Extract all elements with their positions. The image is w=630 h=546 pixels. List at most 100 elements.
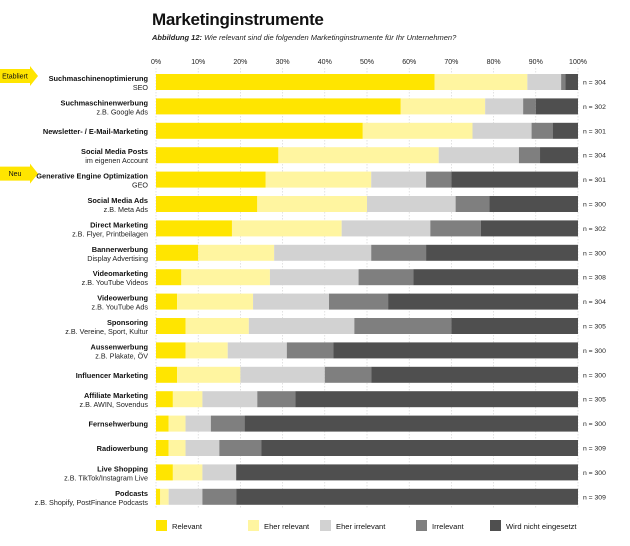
bar-segment bbox=[160, 488, 169, 505]
bar-segment bbox=[156, 147, 279, 164]
bar-segment bbox=[156, 196, 258, 212]
bar-segment bbox=[244, 415, 578, 432]
category-label: Videomarketing bbox=[93, 269, 149, 278]
sample-size-label: n = 300 bbox=[583, 470, 606, 477]
bar-segment bbox=[535, 98, 578, 115]
sample-size-label: n = 300 bbox=[583, 250, 606, 257]
category-label: Affiliate Marketing bbox=[84, 391, 149, 400]
bar-segment bbox=[181, 269, 270, 286]
legend-label: Wird nicht eingesetzt bbox=[506, 522, 577, 531]
bar-segment bbox=[388, 293, 578, 310]
bar-segment bbox=[430, 220, 481, 237]
bar-segment bbox=[286, 342, 334, 359]
sample-size-label: n = 300 bbox=[583, 421, 606, 428]
bar-segment bbox=[489, 196, 578, 212]
bar-segment bbox=[518, 147, 541, 164]
bar-segment bbox=[451, 171, 578, 188]
bar-segment bbox=[156, 464, 173, 481]
category-label: Live Shopping bbox=[97, 464, 148, 473]
bar-segment bbox=[426, 171, 452, 188]
bar-segment bbox=[354, 318, 452, 334]
bar-segment bbox=[156, 440, 169, 456]
bar-segment bbox=[480, 220, 578, 237]
sample-size-label: n = 309 bbox=[583, 446, 606, 453]
bar-segment bbox=[172, 464, 203, 481]
bar-segment bbox=[156, 220, 232, 237]
x-tick-label: 20% bbox=[233, 59, 247, 66]
bar-segment bbox=[527, 74, 562, 90]
bar-segment bbox=[202, 464, 237, 481]
category-label: Influencer Marketing bbox=[76, 371, 149, 380]
bar-segment bbox=[371, 244, 427, 261]
x-tick-label: 30% bbox=[276, 59, 290, 66]
bar-segment bbox=[540, 147, 578, 164]
subtitle-text: Wie relevant sind die folgenden Marketin… bbox=[204, 33, 457, 42]
bar-segment bbox=[362, 122, 473, 139]
x-tick-label: 70% bbox=[444, 59, 458, 66]
bar-segment bbox=[156, 318, 186, 334]
category-sublabel: Display Advertising bbox=[87, 254, 148, 263]
category-sublabel: z.B. YouTube Videos bbox=[82, 278, 149, 287]
bar-segment bbox=[156, 269, 182, 286]
bar-segment bbox=[341, 220, 431, 237]
sample-size-label: n = 301 bbox=[583, 128, 606, 135]
bar-segment bbox=[413, 269, 578, 286]
bar-segment bbox=[168, 440, 186, 456]
bar-segment bbox=[185, 318, 249, 334]
legend-swatch bbox=[320, 520, 331, 531]
bar-segment bbox=[185, 415, 211, 432]
category-label: Generative Engine Optimization bbox=[36, 172, 148, 181]
category-label: Direct Marketing bbox=[90, 220, 148, 229]
bar-segment bbox=[156, 98, 401, 115]
sample-size-label: n = 300 bbox=[583, 202, 606, 209]
x-tick-label: 50% bbox=[360, 59, 374, 66]
sample-size-label: n = 308 bbox=[583, 275, 606, 282]
bar-segment bbox=[265, 171, 372, 188]
bar-segment bbox=[531, 122, 553, 139]
category-sublabel: z.B. Shopify, PostFinance Podcasts bbox=[35, 498, 149, 507]
category-sublabel: z.B. Plakate, ÖV bbox=[95, 351, 148, 360]
legend-swatch bbox=[490, 520, 501, 531]
sample-size-label: n = 300 bbox=[583, 372, 606, 379]
bar-segment bbox=[236, 488, 578, 505]
x-tick-label: 0% bbox=[151, 59, 161, 66]
bar-segment bbox=[156, 391, 173, 408]
legend-label: Eher irrelevant bbox=[336, 522, 386, 531]
chart-subtitle: Abbildung 12: Wie relevant sind die folg… bbox=[152, 33, 456, 42]
legend-label: Relevant bbox=[172, 522, 203, 531]
bar-segment bbox=[455, 196, 490, 212]
category-label: Radiowerbung bbox=[97, 444, 149, 453]
category-label: Suchmaschinenwerbung bbox=[61, 98, 149, 107]
bar-segment bbox=[156, 293, 178, 310]
bar-segment bbox=[400, 98, 486, 115]
x-tick-label: 40% bbox=[318, 59, 332, 66]
category-label: Podcasts bbox=[115, 489, 148, 498]
bar-segment bbox=[156, 244, 199, 261]
sample-size-label: n = 304 bbox=[583, 80, 606, 87]
legend-label: Eher relevant bbox=[264, 522, 310, 531]
x-tick-label: 100% bbox=[569, 59, 587, 66]
category-label: Social Media Posts bbox=[81, 147, 148, 156]
bar-segment bbox=[358, 269, 414, 286]
sample-size-label: n = 304 bbox=[583, 153, 606, 160]
sample-size-label: n = 305 bbox=[583, 397, 606, 404]
bar-segment bbox=[523, 98, 536, 115]
bar-segment bbox=[278, 147, 439, 164]
bar-segment bbox=[236, 464, 578, 481]
bar-segment bbox=[210, 415, 245, 432]
bar-segment bbox=[177, 366, 241, 383]
bar-segment bbox=[257, 391, 296, 408]
bar-segment bbox=[172, 391, 203, 408]
category-sublabel: z.B. Vereine, Sport, Kultur bbox=[65, 327, 148, 336]
bar-segment bbox=[561, 74, 566, 90]
figure-label: Abbildung 12: bbox=[152, 33, 202, 42]
sample-size-label: n = 301 bbox=[583, 177, 606, 184]
bar-segment bbox=[156, 122, 363, 139]
category-sublabel: z.B. YouTube Ads bbox=[92, 303, 149, 312]
sample-size-label: n = 305 bbox=[583, 324, 606, 331]
bar-segment bbox=[156, 74, 435, 90]
bar-segment bbox=[227, 342, 287, 359]
category-sublabel: SEO bbox=[133, 83, 149, 92]
